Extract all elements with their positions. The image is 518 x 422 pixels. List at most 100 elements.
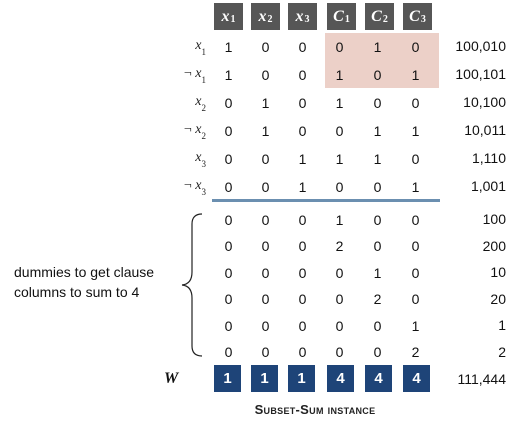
table-cell: 0 xyxy=(335,344,344,360)
table-cell: 1 xyxy=(373,38,382,55)
table-cell: 0 xyxy=(224,238,233,254)
table-cell: 1 xyxy=(411,178,420,195)
table-cell: 1 xyxy=(335,211,344,228)
table-cell: 0 xyxy=(335,38,344,55)
table-cell: 0 xyxy=(373,178,382,195)
table-cell: 1 xyxy=(335,94,344,111)
table-cell: 1 xyxy=(411,317,420,334)
w-cell: 4 xyxy=(403,365,430,392)
table-cell: 1 xyxy=(224,38,233,55)
table-cell: 0 xyxy=(261,238,270,254)
table-cell: 1 xyxy=(411,122,420,139)
row-total: 100,101 xyxy=(455,66,506,82)
row-label: ¬ x1 xyxy=(183,66,206,85)
table-cell: 0 xyxy=(224,122,233,139)
w-cell: 1 xyxy=(251,365,278,392)
table-cell: 0 xyxy=(261,317,270,334)
table-cell: 1 xyxy=(335,66,344,83)
table-cell: 0 xyxy=(373,66,382,83)
table-separator xyxy=(212,199,440,202)
table-cell: 0 xyxy=(224,150,233,167)
table-cell: 1 xyxy=(298,178,307,195)
w-total: 111,444 xyxy=(457,371,506,387)
table-cell: 0 xyxy=(224,291,233,307)
table-cell: 0 xyxy=(261,344,270,360)
table-cell: 0 xyxy=(373,344,382,360)
row-total: 10,100 xyxy=(463,94,506,110)
table-cell: 2 xyxy=(373,291,382,307)
table-cell: 0 xyxy=(261,38,270,55)
table-cell: 0 xyxy=(298,344,307,360)
table-cell: 0 xyxy=(224,317,233,334)
table-cell: 0 xyxy=(373,238,382,254)
table-cell: 0 xyxy=(335,122,344,139)
table-cell: 0 xyxy=(411,94,420,111)
table-cell: 0 xyxy=(261,264,270,281)
row-total: 10,011 xyxy=(464,122,506,138)
table-cell: 0 xyxy=(298,94,307,111)
table-cell: 1 xyxy=(261,122,270,139)
table-cell: 0 xyxy=(261,66,270,83)
figure-caption: Subset-Sum instance xyxy=(254,402,376,417)
table-cell: 0 xyxy=(373,211,382,228)
dummies-note: dummies to get clause columns to sum to … xyxy=(14,264,155,300)
row-total: 100,010 xyxy=(455,38,506,54)
row-label: ¬ x2 xyxy=(183,122,206,141)
table-cell: 0 xyxy=(335,178,344,195)
table-cell: 0 xyxy=(373,317,382,334)
table-cell: 0 xyxy=(298,122,307,139)
row-label: ¬ x3 xyxy=(183,178,206,197)
row-total: 10 xyxy=(490,264,506,280)
table-cell: 0 xyxy=(373,94,382,111)
w-cell: 1 xyxy=(214,365,241,392)
table-cell: 1 xyxy=(335,150,344,167)
table-cell: 1 xyxy=(373,122,382,139)
row-total: 1,001 xyxy=(470,178,506,194)
row-total: 2 xyxy=(498,343,506,360)
table-cell: 0 xyxy=(261,150,270,167)
table-cell: 0 xyxy=(224,178,233,195)
table-cell: 1 xyxy=(411,66,420,83)
table-cell: 0 xyxy=(411,150,420,167)
row-label: x3 xyxy=(195,150,206,169)
table-cell: 0 xyxy=(298,38,307,55)
table-cell: 0 xyxy=(261,211,270,228)
table-cell: 0 xyxy=(298,238,307,254)
table-cell: 0 xyxy=(335,264,344,281)
table-cell: 0 xyxy=(411,38,420,55)
table-cell: 0 xyxy=(411,264,420,281)
table-cell: 0 xyxy=(335,317,344,334)
table-cell: 0 xyxy=(411,291,420,307)
table-cell: 1 xyxy=(373,264,382,281)
table-cell: 0 xyxy=(224,344,233,360)
table-cell: 0 xyxy=(298,317,307,334)
table-cell: 2 xyxy=(335,238,344,254)
row-total: 20 xyxy=(490,290,506,307)
table-cell: 1 xyxy=(224,66,233,83)
w-cell: 4 xyxy=(365,365,392,392)
table-cell: 0 xyxy=(261,178,270,195)
table-cell: 1 xyxy=(298,150,307,167)
clause-highlight xyxy=(325,33,439,88)
table-cell: 0 xyxy=(224,211,233,228)
w-cell: 1 xyxy=(288,365,315,392)
w-label: W xyxy=(164,370,179,387)
table-cell: 0 xyxy=(411,211,420,228)
table-cell: 0 xyxy=(224,264,233,281)
row-total: 1,110 xyxy=(472,150,506,166)
row-total: 1 xyxy=(498,317,506,333)
table-cell: 0 xyxy=(298,291,307,307)
table-cell: 0 xyxy=(298,66,307,83)
table-cell: 0 xyxy=(261,291,270,307)
table-cell: 0 xyxy=(335,291,344,307)
table-cell: 1 xyxy=(373,150,382,167)
table-cell: 0 xyxy=(224,94,233,111)
table-cell: 1 xyxy=(261,94,270,111)
table-cell: 0 xyxy=(411,238,420,254)
curly-brace-icon xyxy=(181,213,203,357)
